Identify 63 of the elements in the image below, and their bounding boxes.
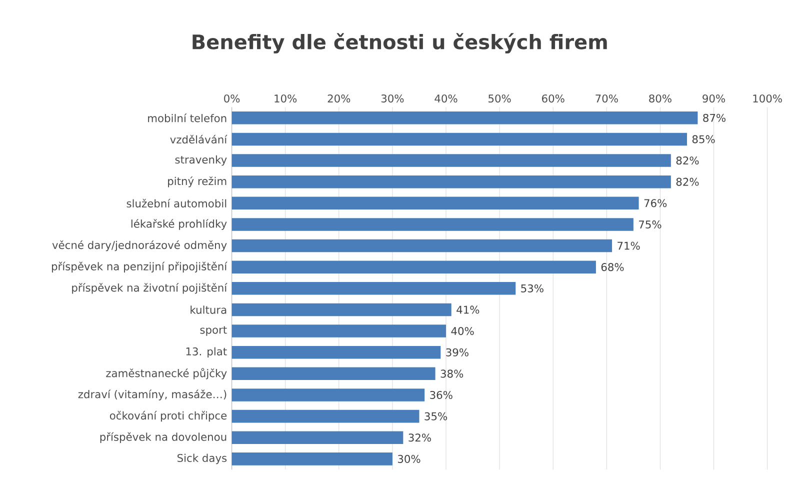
y-tick-label: kultura [190,306,226,314]
bar [232,410,420,423]
y-tick-label: zdraví (vitamíny, masáže…) [78,390,226,401]
x-tick-label: 10% [274,94,297,103]
y-tick-label: služební automobil [126,199,226,208]
bar [232,388,425,402]
x-tick-label: 70% [596,94,618,103]
y-tick-label: Sick days [178,454,227,464]
bar [232,218,634,232]
chart-title: Benefity dle četnosti u českých firem [192,33,607,54]
bar [232,282,516,296]
bar [232,367,436,380]
data-label: 68% [601,263,624,272]
data-label: 35% [424,412,448,421]
x-tick-label: 40% [434,94,458,103]
y-tick-label: vzdělávání [170,135,228,144]
y-tick-label: 13. plat [186,347,227,358]
bar [232,260,596,274]
x-tick-label: 30% [381,94,404,103]
bar [232,240,612,252]
bar [232,154,671,168]
bar [232,324,446,338]
y-tick-label: zaměstnanecké půjčky [106,368,227,380]
bar [232,176,671,188]
bar [232,431,404,444]
bar [232,452,392,466]
x-tick-label: 100% [753,94,782,103]
data-label: 75% [639,220,662,229]
y-tick-label: lékařské prohlídky [131,219,227,230]
data-label: 85% [692,135,715,144]
data-label: 30% [398,455,420,464]
data-label: 87% [703,114,726,122]
bar [232,112,698,125]
data-label: 41% [456,306,480,314]
data-label: 40% [451,327,474,336]
data-label: 82% [676,156,699,165]
y-tick-label: příspěvek na penzijní připojištění [52,262,228,273]
data-label: 53% [521,284,544,293]
x-tick-label: 0% [224,94,240,103]
data-label: 76% [644,199,667,208]
y-tick-label: očkování proti chřipce [110,411,227,422]
bar [232,304,452,316]
x-tick-label: 90% [702,94,726,103]
y-tick-label: věcné dary/jednorázové odměny [52,240,227,252]
y-tick-label: stravenky [175,156,227,166]
x-tick-label: 60% [542,94,564,103]
x-tick-label: 50% [488,94,511,103]
x-tick-label: 80% [649,94,672,103]
y-tick-label: příspěvek na dovolenou [100,432,226,444]
y-tick-label: pitný režim [168,176,226,188]
data-label: 36% [430,391,452,400]
data-label: 32% [408,434,431,442]
y-tick-label: sport [200,326,227,336]
data-label: 82% [676,178,699,186]
bar [232,196,639,210]
y-tick-label: příspěvek na životní pojištění [72,283,228,294]
bar [232,133,687,146]
bar [232,346,441,359]
y-tick-label: mobilní telefon [148,114,226,122]
data-label: 71% [618,242,640,250]
data-label: 38% [440,370,464,378]
x-tick-label: 20% [328,94,350,103]
data-label: 39% [446,348,468,357]
